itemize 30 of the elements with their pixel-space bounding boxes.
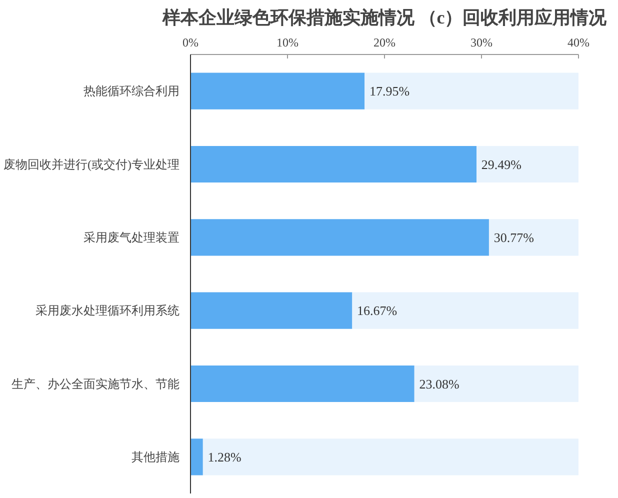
data-label: 1.28%: [208, 449, 242, 464]
y-tick-label: 废物回收并进行(或交付)专业处理: [4, 157, 180, 172]
data-label: 17.95%: [369, 84, 410, 99]
bar: [190, 219, 489, 256]
bar: [190, 365, 414, 402]
data-label: 30.77%: [494, 230, 534, 245]
bar: [488, 219, 578, 256]
bar: [190, 438, 203, 476]
bar: [364, 72, 578, 110]
bar: [476, 146, 578, 183]
bar: [190, 292, 352, 329]
x-tick-label: 20%: [374, 36, 396, 50]
bar: [414, 365, 578, 402]
x-tick-label: 10%: [276, 36, 298, 50]
x-tick-label: 40%: [568, 36, 590, 50]
data-label: 16.67%: [357, 303, 398, 318]
y-tick-label: 采用废水处理循环利用系统: [36, 304, 180, 318]
data-label: 23.08%: [419, 376, 460, 392]
y-tick-label: 其他措施: [132, 450, 180, 464]
bar: [202, 438, 578, 476]
y-tick-label: 采用废气处理装置: [84, 230, 180, 244]
x-tick-label: 30%: [470, 36, 492, 50]
chart-title: 样本企业绿色环保措施实施情况 （c）回收利用应用情况: [161, 8, 608, 28]
data-label: 29.49%: [481, 156, 522, 172]
x-tick-label: 0%: [182, 36, 198, 50]
y-tick-label: 热能循环综合利用: [84, 84, 180, 98]
y-tick-label: 生产、办公全面实施节水、节能: [12, 376, 180, 391]
bar: [190, 72, 365, 110]
bar: [352, 292, 578, 329]
bar: [190, 146, 477, 183]
